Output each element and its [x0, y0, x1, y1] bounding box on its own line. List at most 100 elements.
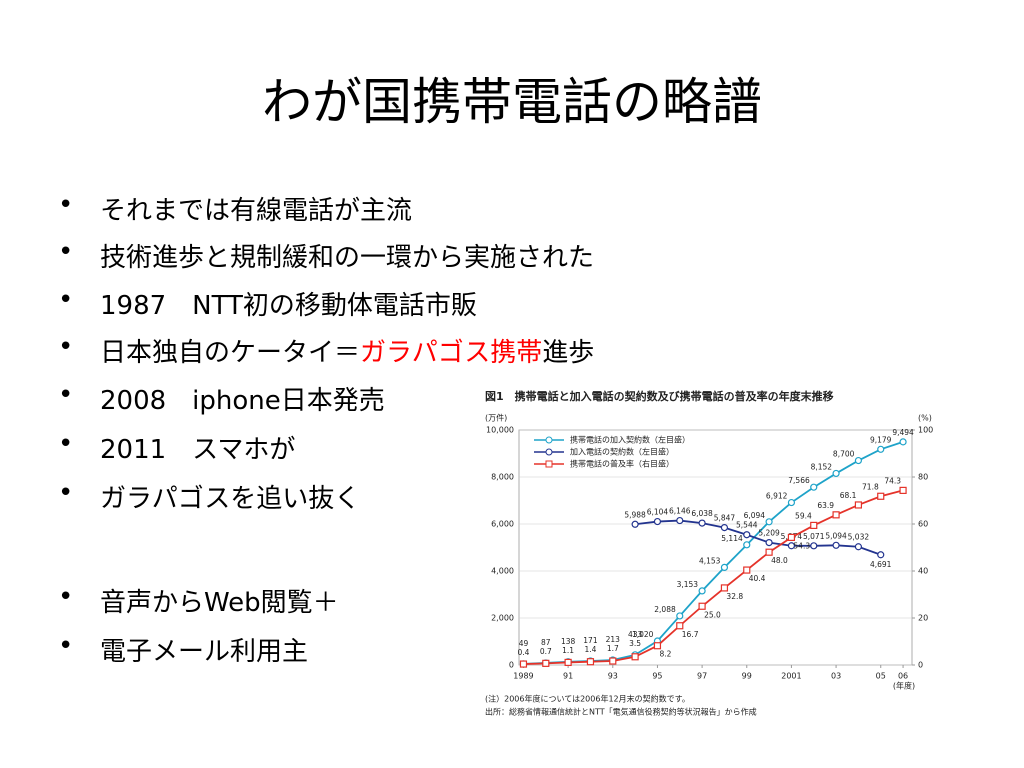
x-tick-label: 05 — [876, 672, 886, 681]
data-label: 8,700 — [833, 450, 855, 459]
marker — [810, 521, 818, 530]
data-label: 1,020 — [632, 630, 654, 639]
text-run: ガラパゴス携帯 — [360, 338, 543, 368]
data-label: 8,152 — [811, 462, 833, 471]
data-label: 87 — [541, 638, 551, 647]
marker — [586, 658, 595, 666]
data-label: 6,104 — [647, 508, 669, 517]
bullet-text: 2011 スマホが — [100, 429, 295, 466]
y-tick-label: 2,000 — [491, 614, 514, 623]
note: (注）2006年度については2006年12月末の契約数です。 — [485, 694, 690, 704]
data-label: 6,038 — [691, 509, 713, 518]
marker — [832, 511, 840, 519]
legend-label: 加入電話の契約数（左目盛） — [570, 447, 674, 457]
data-label: 54.3 — [793, 541, 810, 550]
marker — [542, 659, 550, 667]
data-label: 3.5 — [629, 639, 641, 648]
data-label: 2,088 — [654, 605, 676, 614]
y-tick-label: 8,000 — [491, 473, 514, 482]
x-tick-label: 03 — [831, 672, 841, 681]
text-run: 2008 iphone日本発売 — [100, 386, 385, 416]
marker — [877, 551, 885, 559]
marker — [877, 445, 885, 453]
data-label: 5,209 — [758, 529, 780, 538]
x-axis-label: (年度) — [893, 681, 915, 691]
data-label: 9,494 — [892, 428, 914, 437]
marker — [720, 523, 729, 532]
marker — [787, 498, 796, 507]
marker — [743, 541, 751, 549]
data-label: 0.7 — [540, 647, 552, 656]
marker — [765, 548, 773, 556]
y2-axis-label: (%) — [918, 414, 932, 423]
marker — [698, 519, 706, 527]
slide-title: わが国携帯電話の略譜 — [262, 73, 762, 131]
data-label: 4,691 — [870, 560, 892, 569]
legend-label: 携帯電話の加入契約数（左目盛） — [570, 435, 690, 445]
series-line — [523, 441, 904, 665]
bullet-text: 技術進歩と規制緩和の一環から実施された — [100, 237, 594, 274]
text-run: それまでは有線電話が主流 — [100, 196, 413, 226]
text-run: ガラパゴスを追い抜く — [100, 484, 361, 514]
data-label: 0.4 — [517, 648, 529, 657]
marker — [854, 456, 863, 465]
marker — [787, 542, 796, 550]
data-label: 6,146 — [669, 507, 691, 516]
data-label: 4,153 — [699, 556, 721, 565]
x-tick-label: 06 — [898, 672, 908, 681]
series-line — [635, 519, 882, 556]
text-run: 技術進歩と規制緩和の一環から実施された — [100, 243, 595, 273]
y-tick-label: 10,000 — [486, 426, 514, 435]
marker — [877, 492, 885, 500]
y2-tick-label: 80 — [918, 473, 928, 482]
marker — [631, 520, 639, 528]
marker — [720, 584, 729, 592]
data-label: 68.1 — [840, 491, 857, 500]
legend-marker — [545, 436, 553, 444]
data-label: 32.8 — [726, 592, 743, 601]
chart-title: 図1 携帯電話と加入電話の契約数及び携帯電話の普及率の年度末推移 — [485, 389, 834, 403]
data-label: 74.3 — [884, 476, 901, 485]
bullet-text: 2008 iphone日本発売 — [100, 380, 385, 417]
x-tick-label: 91 — [563, 672, 573, 681]
marker — [832, 469, 840, 478]
data-label: 71.8 — [862, 482, 879, 491]
data-label: 6,094 — [744, 511, 766, 520]
data-label: 5,544 — [736, 521, 758, 530]
marker — [899, 438, 907, 446]
data-label: 5,847 — [714, 514, 736, 523]
data-label: 1.4 — [584, 645, 596, 654]
marker — [787, 533, 796, 541]
bullet-text: 電子メール利用主 — [100, 631, 308, 668]
data-label: 59.4 — [795, 511, 812, 520]
data-label: 25.0 — [704, 610, 721, 619]
y-tick-label: 6,000 — [491, 520, 514, 529]
x-tick-label: 97 — [697, 672, 707, 681]
legend-marker — [545, 448, 553, 456]
y2-tick-label: 100 — [918, 426, 933, 435]
y-tick-label: 0 — [509, 661, 514, 670]
data-label: 63.9 — [817, 501, 834, 510]
data-label: 7,566 — [788, 476, 810, 485]
y2-tick-label: 40 — [918, 567, 928, 576]
marker — [810, 483, 818, 491]
text-run: 日本独自のケータイ＝ — [100, 338, 361, 368]
data-label: 3,153 — [677, 580, 699, 589]
data-label: 1.7 — [607, 644, 619, 653]
data-label: 5,094 — [825, 531, 847, 540]
data-label: 48.0 — [771, 556, 788, 565]
y2-tick-label: 60 — [918, 520, 928, 529]
data-label: 40.4 — [749, 574, 766, 583]
marker — [854, 543, 863, 551]
bullet-text: 1987 NTT初の移動体電話市販 — [100, 285, 477, 322]
data-label: 6,912 — [766, 492, 788, 501]
y-axis-label: (万件) — [485, 413, 507, 423]
marker — [765, 518, 773, 526]
bullet-text: 音声からWeb閲覧＋ — [100, 582, 339, 619]
note: 出所：総務省情報通信統計とNTT「電気通信役務契約等状況報告」から作成 — [485, 707, 757, 717]
data-label: 1.1 — [562, 646, 574, 655]
data-label: 5,032 — [848, 533, 870, 542]
marker — [609, 657, 617, 665]
